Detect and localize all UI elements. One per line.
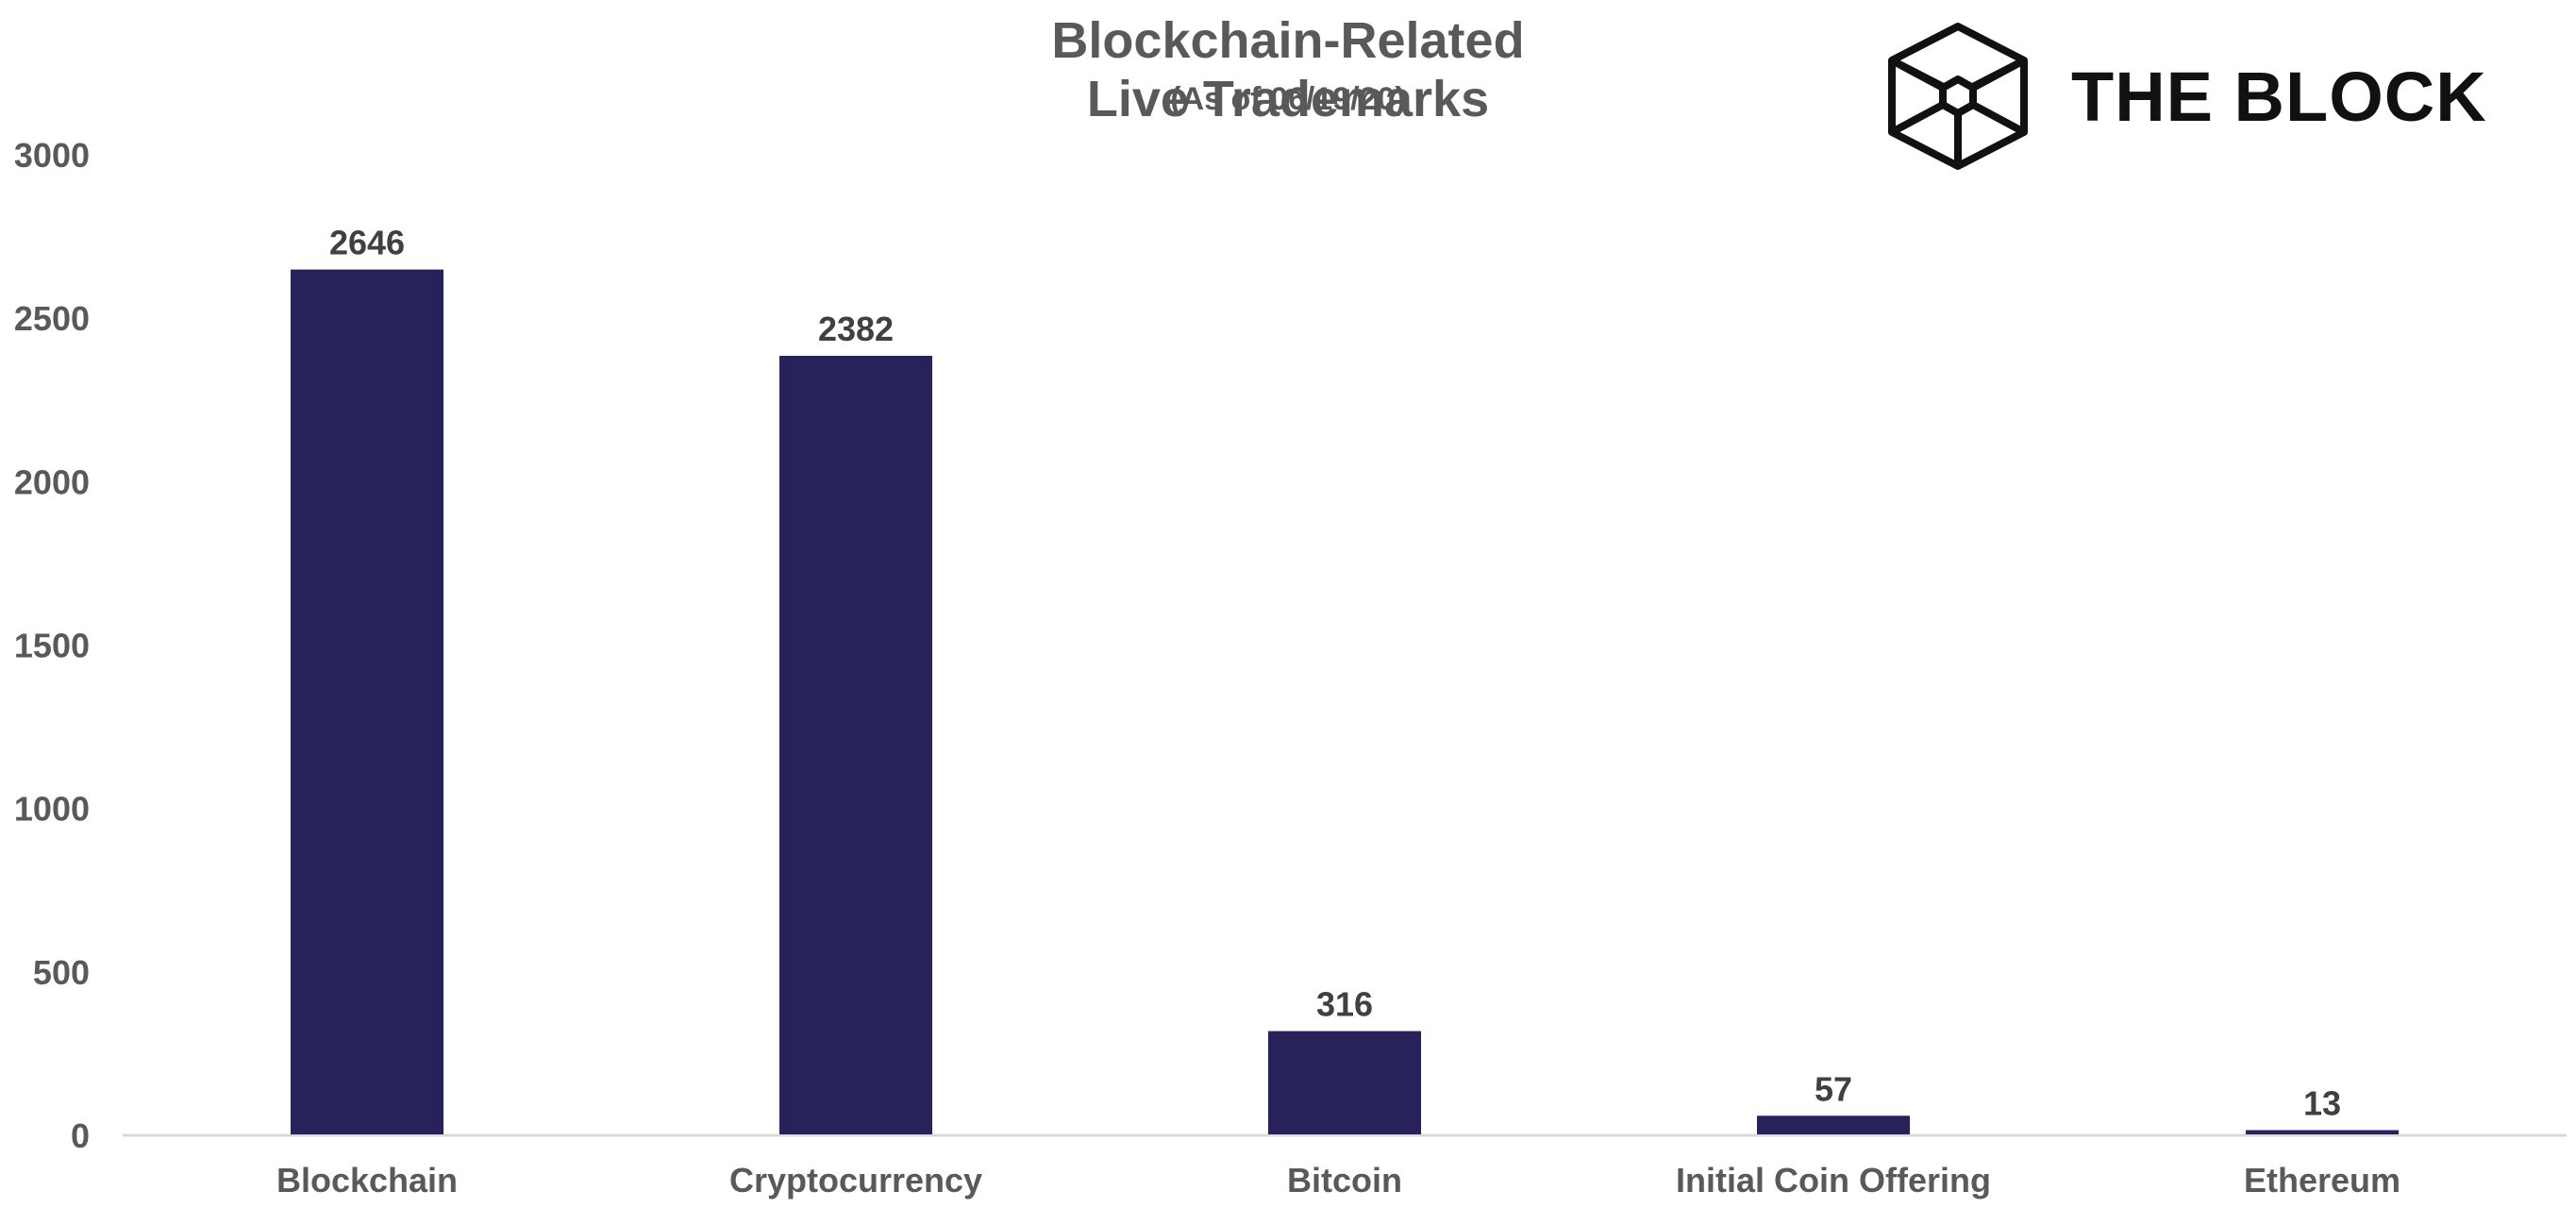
bar: [2246, 1130, 2399, 1134]
data-label: 2382: [818, 310, 894, 348]
data-label: 2646: [329, 224, 405, 262]
bar: [291, 269, 443, 1134]
y-tick-label: 1500: [14, 627, 90, 665]
y-tick-label: 2500: [14, 299, 90, 338]
the-block-logo: THE BLOCK: [1882, 21, 2487, 172]
y-tick-label: 2000: [14, 462, 90, 501]
data-label: 57: [1815, 1069, 1852, 1108]
y-tick-label: 500: [33, 953, 90, 992]
logo-text: THE BLOCK: [2071, 57, 2487, 136]
x-tick-label: Bitcoin: [1287, 1161, 1402, 1200]
bar: [779, 356, 932, 1134]
x-tick-label: Initial Coin Offering: [1676, 1161, 1991, 1200]
chart-subtitle: (As of 06/19/20): [0, 81, 2576, 118]
data-label: 316: [1316, 985, 1373, 1024]
bar: [1757, 1116, 1910, 1134]
y-tick-label: 3000: [14, 136, 90, 175]
x-tick-label: Cryptocurrency: [729, 1161, 982, 1200]
y-tick-label: 1000: [14, 790, 90, 829]
x-tick-label: Blockchain: [276, 1161, 458, 1200]
data-label: 13: [2303, 1083, 2341, 1122]
y-tick-label: 0: [71, 1116, 90, 1155]
cube-logo-icon: [1888, 23, 2028, 170]
chart-subtitle-text: (As of 06/19/20): [1170, 81, 1406, 117]
bar: [1268, 1031, 1421, 1134]
x-tick-label: Ethereum: [2244, 1161, 2400, 1200]
